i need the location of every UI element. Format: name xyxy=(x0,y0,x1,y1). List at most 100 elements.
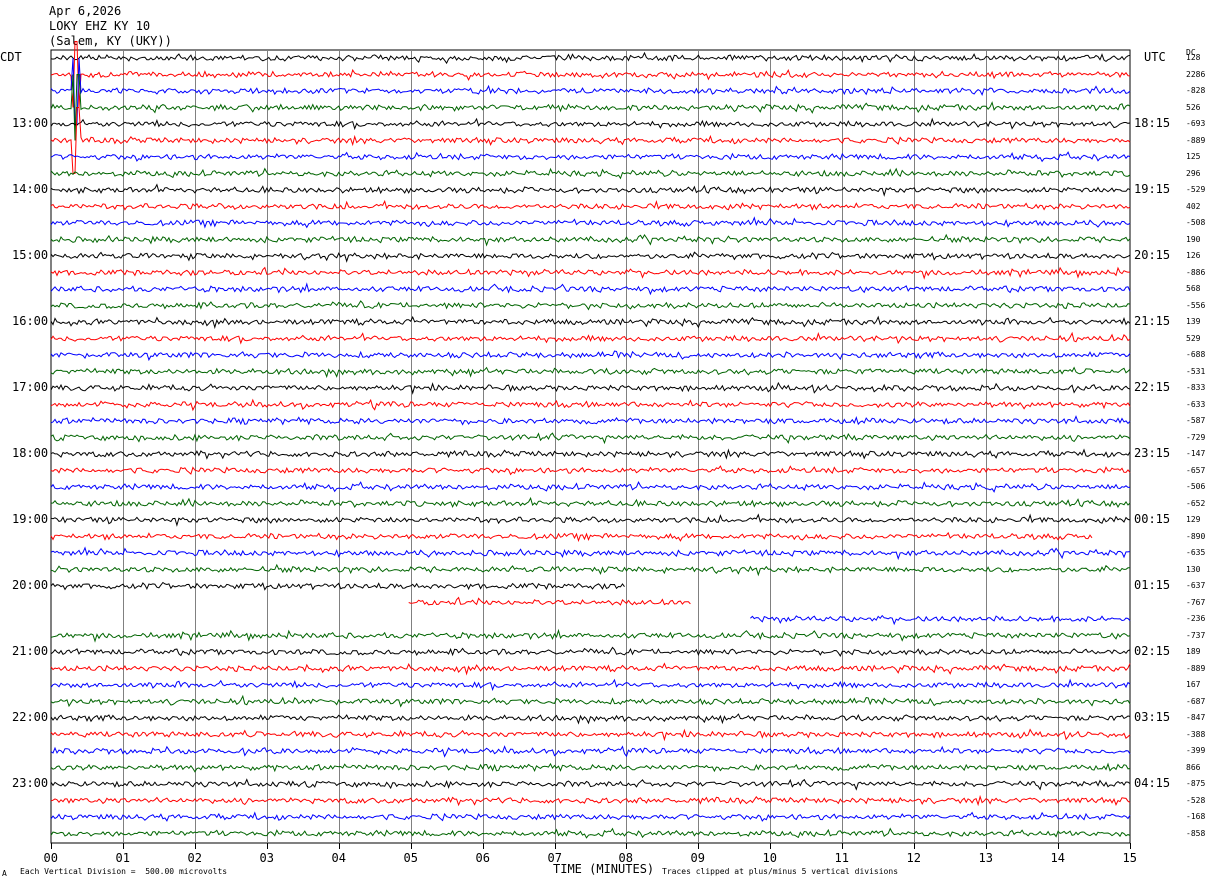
trace-row-5 xyxy=(50,107,1131,174)
left-hour-label: 17:00 xyxy=(12,380,49,394)
right-hour-label: 19:15 xyxy=(1134,182,1171,196)
x-tick-label: 01 xyxy=(115,851,130,865)
dc-offset-label: -693 xyxy=(1186,119,1206,128)
header-station: LOKY EHZ KY 10 xyxy=(49,19,151,33)
trace-row-47 xyxy=(50,827,1131,839)
trace-row-38 xyxy=(50,678,1131,692)
left-hour-label: 14:00 xyxy=(12,182,49,196)
trace-row-33 xyxy=(408,596,691,606)
dc-offset-label: -833 xyxy=(1186,383,1206,392)
trace-row-8 xyxy=(50,183,1131,197)
dc-offset-label: -236 xyxy=(1186,614,1206,623)
left-hour-label: 19:00 xyxy=(12,512,49,526)
dc-offset-label: 866 xyxy=(1186,762,1201,772)
x-tick-label: 11 xyxy=(834,851,849,865)
dc-offset-label: 402 xyxy=(1186,201,1201,211)
x-tick-label: 05 xyxy=(403,851,418,865)
trace-row-46 xyxy=(50,811,1131,822)
dc-offset-label: -506 xyxy=(1186,482,1206,491)
x-tick-label: 04 xyxy=(331,851,346,865)
x-tick-label: 06 xyxy=(475,851,490,865)
right-hour-label: 20:15 xyxy=(1134,248,1171,262)
left-hour-label: 22:00 xyxy=(12,710,49,724)
dc-offset-label: 125 xyxy=(1186,152,1201,161)
trace-row-14 xyxy=(50,282,1131,296)
trace-row-27 xyxy=(50,496,1131,509)
dc-offset-label: 167 xyxy=(1186,680,1201,689)
dc-offset-label: 526 xyxy=(1186,102,1201,112)
trace-row-11 xyxy=(50,233,1131,247)
x-axis-title: TIME (MINUTES) xyxy=(553,862,655,876)
header-date: Apr 6,2026 xyxy=(49,4,122,18)
dc-offset-label: -729 xyxy=(1186,432,1206,442)
trace-row-41 xyxy=(50,728,1131,742)
right-hour-label: 21:15 xyxy=(1134,314,1171,328)
dc-offset-label: -890 xyxy=(1186,531,1206,541)
plot-frame xyxy=(50,49,1131,844)
x-tick-label: 12 xyxy=(906,851,921,865)
trace-row-7 xyxy=(50,167,1131,180)
trace-row-22 xyxy=(50,415,1131,426)
right-hour-label: 04:15 xyxy=(1134,776,1171,790)
dc-offset-label: -633 xyxy=(1186,399,1206,409)
trace-row-42 xyxy=(50,745,1131,758)
x-tick-label: 09 xyxy=(690,851,705,865)
trace-row-43 xyxy=(50,762,1131,773)
trace-row-34 xyxy=(750,614,1131,626)
x-tick-label: 15 xyxy=(1122,851,1137,865)
dc-offset-label: -508 xyxy=(1186,218,1206,227)
trace-row-36 xyxy=(50,646,1131,657)
dc-offset-label: -531 xyxy=(1186,366,1206,376)
dc-offset-label: -587 xyxy=(1186,416,1206,425)
x-tick-label: 03 xyxy=(259,851,274,865)
dc-offset-label: -687 xyxy=(1186,696,1206,706)
trace-row-10 xyxy=(50,216,1131,229)
dc-offset-label: -737 xyxy=(1186,630,1206,640)
dc-offset-label: 130 xyxy=(1186,564,1201,574)
trace-row-37 xyxy=(50,662,1131,676)
right-hour-label: 23:15 xyxy=(1134,446,1171,460)
dc-offset-label: -875 xyxy=(1186,779,1206,788)
dc-offset-label: -889 xyxy=(1186,663,1206,673)
left-hour-label: 20:00 xyxy=(12,578,49,592)
trace-row-45 xyxy=(50,794,1131,807)
trace-row-44 xyxy=(50,778,1131,791)
left-hour-label: 15:00 xyxy=(12,248,49,262)
trace-row-39 xyxy=(50,694,1131,708)
dc-offset-label: -657 xyxy=(1186,465,1206,475)
trace-row-32 xyxy=(50,581,625,591)
x-tick-label: 02 xyxy=(187,851,202,865)
trace-row-18 xyxy=(50,350,1131,362)
x-tick-label: 10 xyxy=(762,851,777,865)
dc-offset-label: 568 xyxy=(1186,284,1201,293)
corner-mark: A xyxy=(2,869,7,878)
x-tick-label: 13 xyxy=(978,851,993,865)
dc-offset-label: -637 xyxy=(1186,581,1206,590)
trace-row-30 xyxy=(50,546,1131,561)
left-hour-label: 13:00 xyxy=(12,116,49,130)
trace-row-40 xyxy=(50,713,1131,725)
trace-row-20 xyxy=(50,381,1131,395)
dc-offset-label: 129 xyxy=(1186,515,1201,524)
trace-row-6 xyxy=(50,151,1131,163)
left-hour-label: 23:00 xyxy=(12,776,49,790)
dc-offset-label: -399 xyxy=(1186,746,1206,755)
right-hour-label: 03:15 xyxy=(1134,710,1171,724)
dc-offset-label: 529 xyxy=(1186,333,1201,343)
left-hour-label: 18:00 xyxy=(12,446,49,460)
trace-row-17 xyxy=(50,331,1131,345)
dc-offset-label: -828 xyxy=(1186,86,1206,95)
left-timezone-label: CDT xyxy=(0,50,22,64)
trace-row-15 xyxy=(50,300,1131,311)
dc-offset-label: -886 xyxy=(1186,267,1206,277)
left-hour-label: 16:00 xyxy=(12,314,49,328)
dc-offset-label: 139 xyxy=(1186,317,1201,326)
trace-row-19 xyxy=(50,366,1131,379)
trace-row-23 xyxy=(50,432,1131,445)
trace-row-24 xyxy=(50,448,1131,460)
trace-row-31 xyxy=(50,563,1131,577)
dc-offset-label: 128 xyxy=(1186,53,1201,62)
trace-row-9 xyxy=(50,199,1131,211)
right-timezone-label: UTC xyxy=(1144,50,1166,64)
